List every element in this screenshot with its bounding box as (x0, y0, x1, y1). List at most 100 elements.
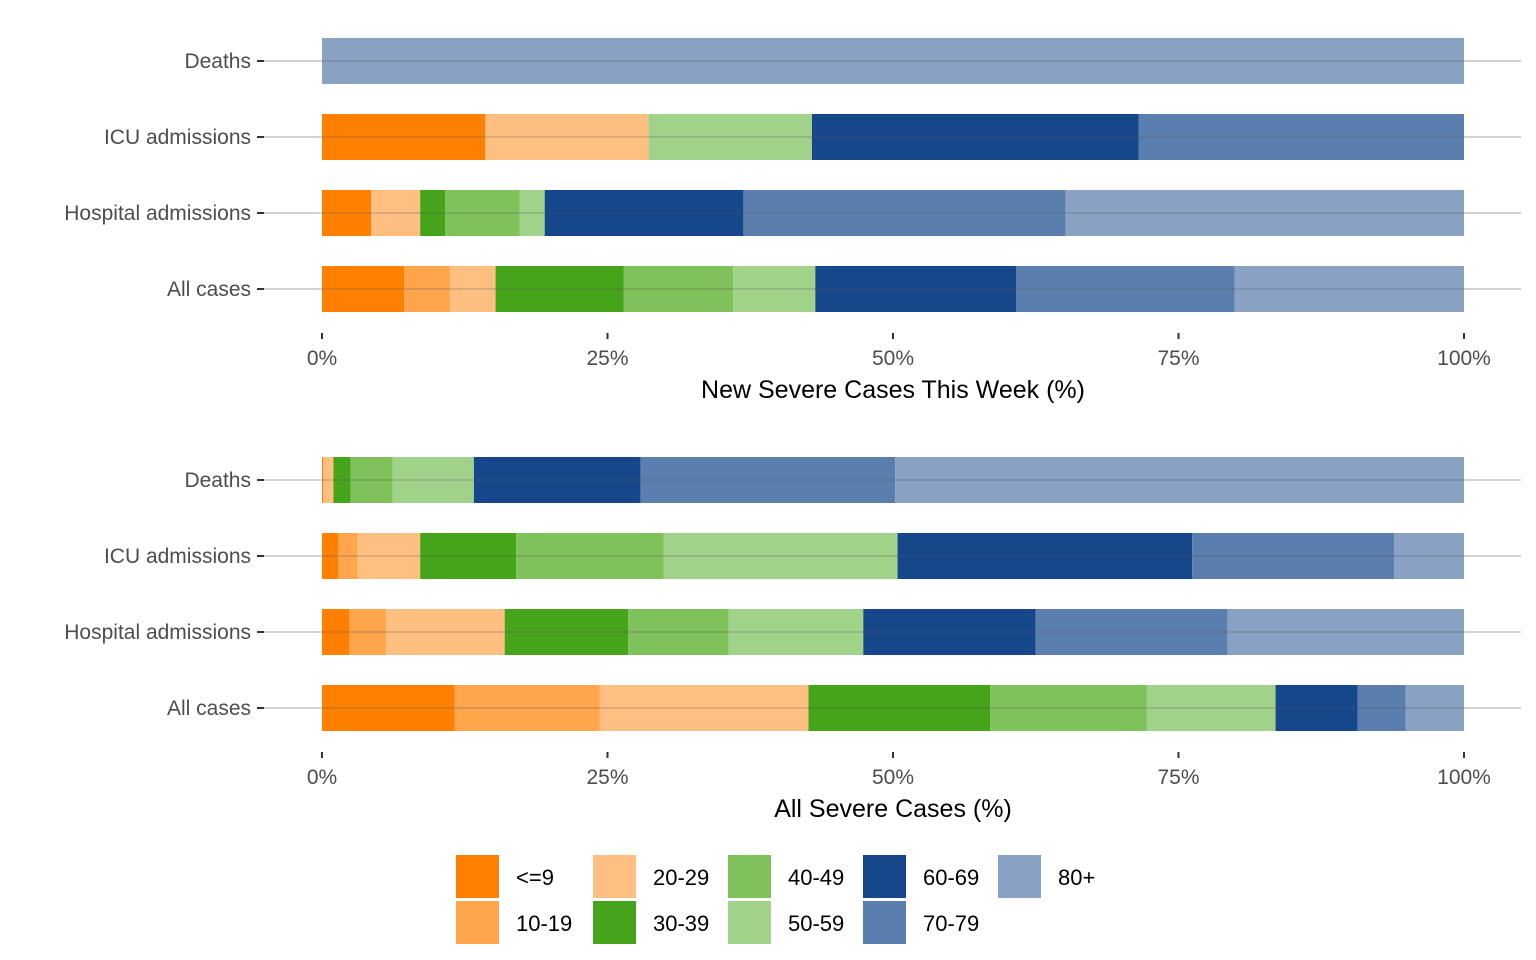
bar-segment-50-59 (663, 533, 898, 579)
bar-segment-50-59 (1146, 685, 1276, 731)
bar-segment-60-69 (1275, 685, 1358, 731)
bar-segment-70-79 (743, 190, 1066, 236)
bar-segment-<=9 (322, 457, 324, 503)
legend-swatch (728, 855, 771, 898)
bar-segment-80+ (1394, 533, 1464, 579)
bar-segment-20-29 (599, 685, 809, 731)
bar-segment-50-59 (392, 457, 474, 503)
legend-label: 60-69 (923, 865, 979, 890)
legend-item: 20-29 (593, 855, 709, 898)
category-label: Deaths (184, 50, 251, 73)
legend-label: 10-19 (516, 911, 572, 936)
legend-swatch (593, 901, 636, 944)
bar-segment-60-69 (863, 609, 1036, 655)
bar-segment-70-79 (1035, 609, 1228, 655)
legend-item: <=9 (456, 855, 554, 898)
bar-segment-60-69 (815, 266, 1017, 312)
bar-segment-<=9 (322, 685, 455, 731)
legend-item: 40-49 (728, 855, 844, 898)
bar-segment-80+ (895, 457, 1464, 503)
bar-segment-70-79 (1016, 266, 1235, 312)
legend-item: 60-69 (863, 855, 979, 898)
category-label: All cases (167, 697, 251, 720)
bar-segment-80+ (322, 38, 1464, 84)
x-tick-label: 50% (872, 347, 914, 370)
x-tick-label: 75% (1157, 347, 1199, 370)
bar-segment-20-29 (385, 609, 505, 655)
bar-segment-40-49 (623, 266, 734, 312)
legend-label: 40-49 (788, 865, 844, 890)
legend-item: 10-19 (456, 901, 572, 944)
legend-item: 30-39 (593, 901, 709, 944)
bar-segment-40-49 (628, 609, 729, 655)
bar-segment-80+ (1065, 190, 1464, 236)
legend-label: 80+ (1058, 865, 1095, 890)
bar-segment-<=9 (322, 190, 372, 236)
bar-segment-<=9 (322, 266, 405, 312)
legend-label: 20-29 (653, 865, 709, 890)
legend-item: 70-79 (863, 901, 979, 944)
bar-segment-30-39 (420, 190, 446, 236)
bar-segment-20-29 (449, 266, 496, 312)
x-tick-label: 100% (1437, 347, 1491, 370)
category-label: Hospital admissions (64, 202, 251, 225)
bar-segment-50-59 (648, 114, 812, 160)
bar-segment-30-39 (333, 457, 351, 503)
bar-segment-40-49 (516, 533, 664, 579)
bar-segment-20-29 (485, 114, 649, 160)
legend-swatch (998, 855, 1041, 898)
panel-all-severe-cases: Deaths ICU admissions Hospital admissions A… (64, 457, 1521, 823)
bar-segment-<=9 (322, 533, 338, 579)
bar-segment-30-39 (504, 609, 629, 655)
bar-segment-60-69 (811, 114, 1139, 160)
bar-segment-40-49 (990, 685, 1147, 731)
x-tick-label: 100% (1437, 766, 1491, 789)
x-tick-label: 75% (1157, 766, 1199, 789)
category-label: ICU admissions (104, 545, 251, 568)
bar-segment-60-69 (473, 457, 641, 503)
bar-segment-50-59 (519, 190, 545, 236)
x-tick-label: 50% (872, 766, 914, 789)
bar-segment-40-49 (445, 190, 520, 236)
bar-segment-20-29 (371, 190, 421, 236)
legend-label: 70-79 (923, 911, 979, 936)
bar-segment-10-19 (404, 266, 450, 312)
x-tick-label: 0% (307, 766, 337, 789)
category-label: ICU admissions (104, 126, 251, 149)
legend-label: 50-59 (788, 911, 844, 936)
legend-label: 30-39 (653, 911, 709, 936)
legend-swatch (593, 855, 636, 898)
bar-segment-10-19 (454, 685, 600, 731)
category-label: All cases (167, 278, 251, 301)
legend: <=9 10-19 20-29 30-39 40-49 50-59 60-69 70-79 80… (456, 855, 1095, 944)
bar-segment-10-19 (349, 609, 386, 655)
x-tick-label: 0% (307, 347, 337, 370)
x-axis-title: New Severe Cases This Week (%) (701, 376, 1085, 404)
bar-segment-50-59 (728, 609, 864, 655)
bar-segment-30-39 (495, 266, 624, 312)
bar-segment-20-29 (357, 533, 421, 579)
x-tick-label: 25% (586, 766, 628, 789)
bar-segment-70-79 (1357, 685, 1406, 731)
bar-segment-70-79 (640, 457, 896, 503)
legend-swatch (863, 901, 906, 944)
bar-segment-80+ (1227, 609, 1464, 655)
category-label: Deaths (184, 469, 251, 492)
bar-segment-<=9 (322, 609, 350, 655)
legend-swatch (728, 901, 771, 944)
bar-segment-30-39 (420, 533, 517, 579)
bar-segment-<=9 (322, 114, 486, 160)
legend-swatch (863, 855, 906, 898)
legend-item: 80+ (998, 855, 1095, 898)
x-tick-label: 25% (586, 347, 628, 370)
bar-segment-40-49 (350, 457, 393, 503)
bar-segment-80+ (1405, 685, 1464, 731)
category-label: Hospital admissions (64, 621, 251, 644)
bar-segment-60-69 (544, 190, 744, 236)
legend-swatch (456, 855, 499, 898)
legend-item: 50-59 (728, 901, 844, 944)
bar-segment-30-39 (808, 685, 991, 731)
x-axis-title: All Severe Cases (%) (774, 795, 1012, 823)
legend-swatch (456, 901, 499, 944)
